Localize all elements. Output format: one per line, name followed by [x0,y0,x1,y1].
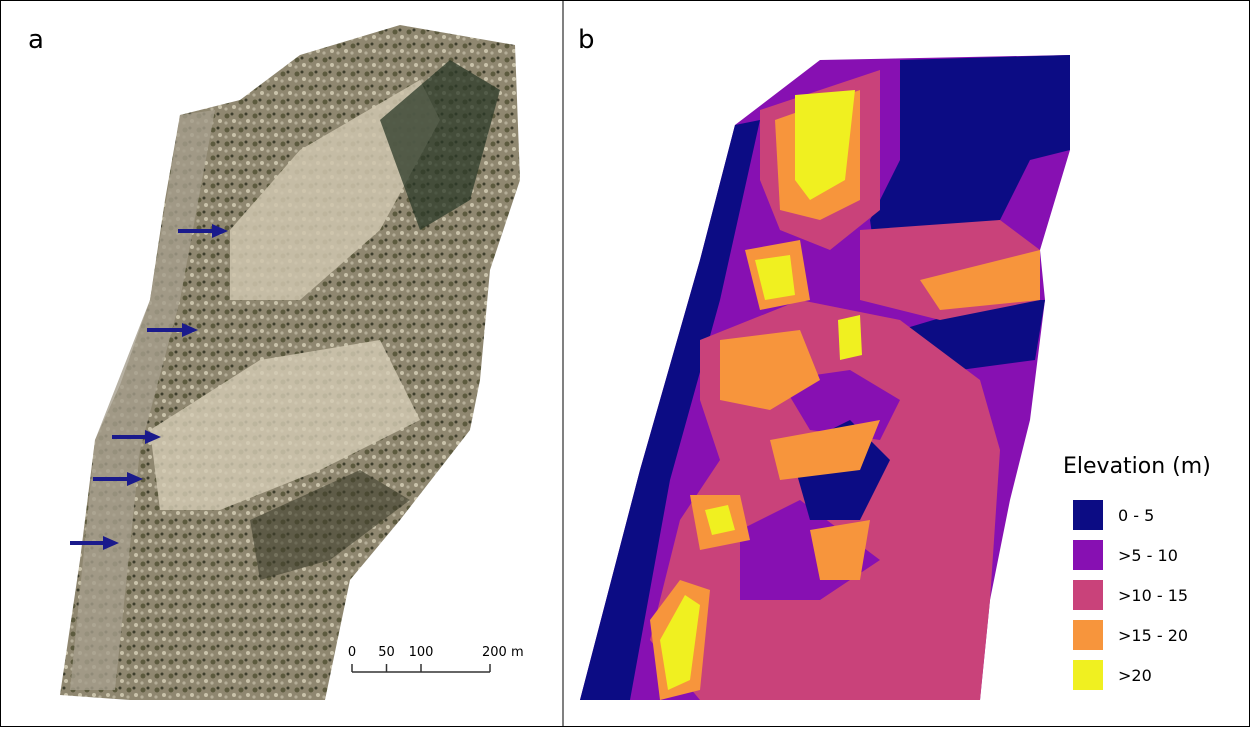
legend: 0 - 5 >5 - 10 >10 - 15 >15 - 20 >20 [1073,500,1188,690]
scale-bar: 0 50 100 200 m [348,645,524,672]
legend-label: >10 - 15 [1118,586,1188,605]
legend-swatch [1073,620,1103,650]
elevation-zone [810,520,870,580]
legend-label: >15 - 20 [1118,626,1188,645]
legend-label: >20 [1118,666,1152,685]
elevation-map [580,55,1070,700]
scale-label: 200 m [482,645,524,660]
scale-label: 50 [378,645,395,660]
legend-swatch [1073,500,1103,530]
legend-label: 0 - 5 [1118,506,1154,525]
legend-swatch [1073,660,1103,690]
legend-swatch [1073,580,1103,610]
legend-title: Elevation (m) [1063,454,1211,479]
legend-swatch [1073,540,1103,570]
elevation-zone [838,315,862,360]
scale-label: 100 [409,645,434,660]
panel-label: b [578,25,595,55]
scale-label: 0 [348,645,356,660]
panel-label: a [28,25,44,55]
figure: a 0 50 100 200 m b Elevation (m) 0 - 5 >5 - … [0,0,1250,727]
legend-label: >5 - 10 [1118,546,1178,565]
aerial-photo [60,25,520,700]
